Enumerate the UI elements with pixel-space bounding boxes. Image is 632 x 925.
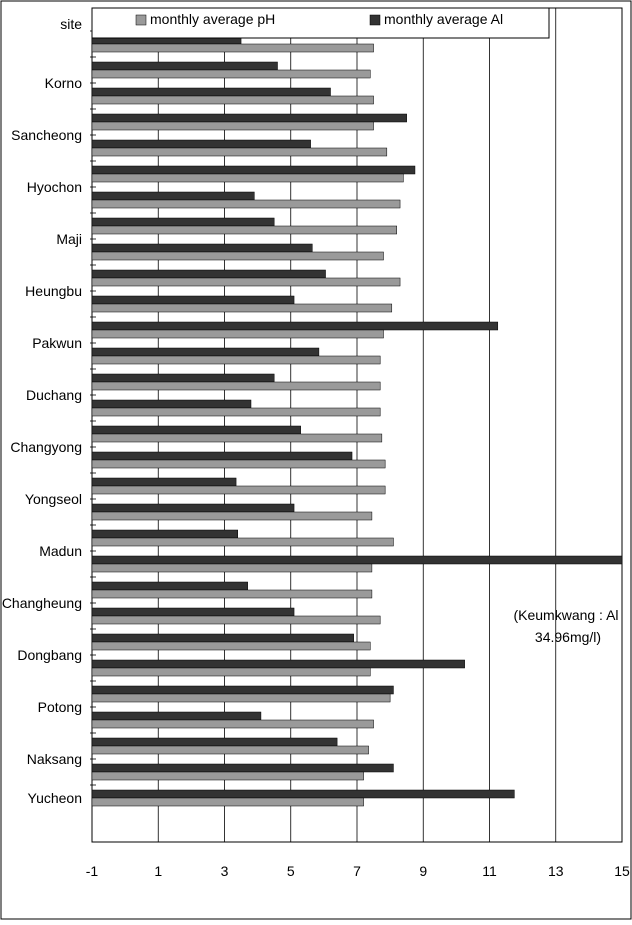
bar-ph — [91, 797, 364, 807]
bar-ph — [91, 303, 393, 313]
bar-al — [91, 165, 416, 175]
bar-al — [91, 685, 394, 695]
bar-al — [91, 269, 326, 279]
bar-ph — [91, 121, 374, 131]
site-label: Duchang — [26, 387, 82, 403]
bar-ph — [91, 69, 371, 79]
x-tick-label: 5 — [287, 863, 295, 879]
x-tick-label: 11 — [482, 863, 497, 879]
bar-ph — [91, 95, 374, 105]
bar-ph — [91, 667, 371, 677]
bar-ph — [91, 173, 404, 183]
bar-al — [91, 87, 331, 97]
site-label: Yucheon — [28, 790, 83, 806]
legend-swatch-ph — [135, 14, 147, 26]
x-tick-label: -1 — [86, 863, 99, 879]
bar-al — [91, 425, 301, 435]
bar-ph — [91, 459, 386, 469]
bar-al — [91, 61, 278, 71]
site-label: Hyochon — [27, 179, 82, 195]
site-label: Madun — [39, 543, 82, 559]
legend-swatch-al — [369, 14, 381, 26]
bar-al — [91, 737, 338, 747]
bar-al — [91, 763, 394, 773]
x-axis: -1 1 3 5 7 9 11 13 15 — [86, 863, 630, 879]
site-label: Naksang — [27, 751, 82, 767]
bar-al — [91, 399, 252, 409]
bar-ph — [91, 407, 381, 417]
bar-ph — [91, 277, 401, 287]
legend-box — [91, 7, 550, 39]
bar-ph — [91, 719, 374, 729]
bar-al — [91, 295, 295, 305]
bar-al — [91, 633, 354, 643]
bar-al — [91, 555, 623, 565]
x-tick-label: 1 — [154, 863, 162, 879]
bar-al — [91, 711, 262, 721]
bar-al — [91, 503, 295, 513]
bar-ph — [91, 225, 397, 235]
y-axis-labels: Korno Sancheong Hyochon Maji Heungbu Pakwun Du… — [2, 75, 82, 806]
bar-ph — [91, 199, 401, 209]
bar-ph — [91, 589, 373, 599]
legend-label-al: monthly average Al — [384, 11, 503, 27]
bar-ph — [91, 485, 386, 495]
bar-ph — [91, 433, 383, 443]
site-label: Pakwun — [32, 335, 82, 351]
bar-al — [91, 217, 275, 227]
bar-al — [91, 529, 238, 539]
bar-al — [91, 139, 311, 149]
site-label: Potong — [38, 699, 82, 715]
legend: monthly average pH monthly average Al — [91, 7, 550, 39]
site-label: Korno — [45, 75, 83, 91]
site-label: Yongseol — [25, 491, 82, 507]
bar-al — [91, 581, 248, 591]
annotation-line-1: (Keumkwang : Al — [513, 607, 618, 623]
bar-ph — [91, 251, 384, 261]
bar-ph — [91, 511, 373, 521]
x-tick-label: 15 — [614, 863, 630, 879]
bar-ph — [91, 147, 388, 157]
bar-ph — [91, 745, 369, 755]
bar-ph — [91, 641, 371, 651]
bar-ph — [91, 771, 364, 781]
bar-ph — [91, 381, 381, 391]
bar-al — [91, 243, 313, 253]
site-label: Dongbang — [17, 647, 82, 663]
y-axis-header: site — [60, 16, 82, 32]
site-label: Maji — [56, 231, 82, 247]
bar-al — [91, 477, 237, 487]
site-label: Changheung — [2, 595, 82, 611]
x-tick-label: 3 — [221, 863, 229, 879]
bar-al — [91, 659, 465, 669]
x-tick-label: 7 — [353, 863, 361, 879]
grid-lines — [157, 8, 557, 842]
bars — [90, 30, 623, 807]
bar-ph — [91, 43, 374, 53]
x-tick-label: 13 — [548, 863, 564, 879]
x-tick-label: 9 — [419, 863, 427, 879]
site-label: Changyong — [10, 439, 82, 455]
bar-ph — [91, 615, 381, 625]
annotation-line-2: 34.96mg/l) — [535, 629, 601, 645]
bar-ph — [91, 563, 373, 573]
bar-al — [91, 113, 407, 123]
bar-al — [91, 451, 353, 461]
bar-al — [91, 191, 255, 201]
bar-al — [91, 321, 499, 331]
legend-label-ph: monthly average pH — [150, 11, 275, 27]
site-label: Heungbu — [25, 283, 82, 299]
bar-al — [91, 789, 515, 799]
bar-ph — [91, 537, 394, 547]
bar-ph — [91, 329, 384, 339]
site-label: Sancheong — [11, 127, 82, 143]
bar-al — [91, 607, 295, 617]
bar-ph — [91, 693, 391, 703]
bar-al — [91, 373, 275, 383]
bar-al — [91, 347, 320, 357]
bar-ph — [91, 355, 381, 365]
